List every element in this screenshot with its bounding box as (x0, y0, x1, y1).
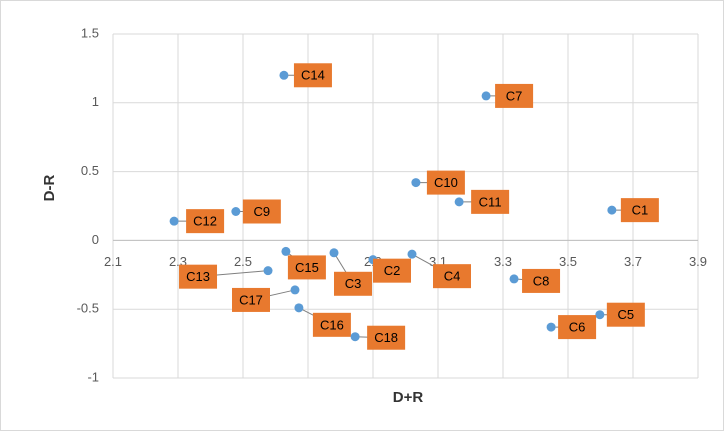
point (411, 178, 420, 187)
x-tick-label: 2.1 (104, 254, 122, 269)
y-tick-label: -1 (87, 369, 99, 384)
x-tick-label: 3.7 (624, 254, 642, 269)
point (291, 285, 300, 294)
point-label: C7 (506, 88, 523, 103)
y-tick-label: 0.5 (81, 163, 99, 178)
point-label: C10 (434, 175, 458, 190)
point-label: C15 (295, 260, 319, 275)
point-label: C1 (632, 203, 649, 218)
point (455, 197, 464, 206)
y-tick-label: 1.5 (81, 25, 99, 40)
y-tick-label: 1 (92, 94, 99, 109)
point-label: C17 (239, 292, 263, 307)
x-tick-label: 3.3 (494, 254, 512, 269)
point-label: C3 (345, 276, 362, 291)
point-label: C6 (569, 320, 586, 335)
point-label: C9 (254, 204, 271, 219)
point-label: C2 (384, 263, 401, 278)
point-label: C18 (374, 330, 398, 345)
point-label: C4 (444, 269, 461, 284)
point-label: C8 (533, 273, 550, 288)
point-label: C13 (186, 269, 210, 284)
y-axis-title: D-R (41, 175, 58, 202)
point (170, 217, 179, 226)
y-tick-label: -0.5 (77, 301, 99, 316)
point-label: C5 (618, 307, 635, 322)
chart: D+R D-R -1-0.500.511.52.12.32.52.72.93.1… (0, 0, 724, 431)
point-label: C12 (193, 214, 217, 229)
x-axis-title: D+R (393, 389, 424, 406)
point-label: C11 (479, 194, 502, 209)
point (279, 71, 288, 80)
x-tick-label: 3.5 (559, 254, 577, 269)
point (231, 207, 240, 216)
point (595, 310, 604, 319)
point (351, 332, 360, 341)
y-tick-label: 0 (92, 232, 99, 247)
point (281, 247, 290, 256)
point (294, 303, 303, 312)
point (408, 250, 417, 259)
point (510, 274, 519, 283)
point (482, 91, 491, 100)
point-label: C16 (320, 317, 344, 332)
point (607, 206, 616, 215)
point-label: C14 (301, 68, 325, 83)
point (330, 248, 339, 257)
x-tick-label: 2.5 (234, 254, 252, 269)
point (264, 266, 273, 275)
chart-border (1, 1, 724, 431)
x-tick-label: 3.9 (689, 254, 707, 269)
point (547, 323, 556, 332)
